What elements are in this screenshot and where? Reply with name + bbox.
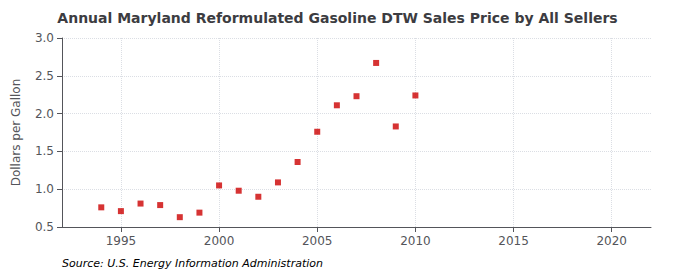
svg-text:2015: 2015 xyxy=(498,234,529,248)
svg-text:0.5: 0.5 xyxy=(35,220,54,234)
svg-text:2000: 2000 xyxy=(204,234,235,248)
svg-text:2.0: 2.0 xyxy=(35,107,54,121)
svg-text:2.5: 2.5 xyxy=(35,69,54,83)
svg-text:1.5: 1.5 xyxy=(35,144,54,158)
svg-text:Dollars per Gallon: Dollars per Gallon xyxy=(9,79,23,187)
svg-text:2020: 2020 xyxy=(596,234,627,248)
svg-text:2005: 2005 xyxy=(302,234,333,248)
svg-text:1995: 1995 xyxy=(106,234,137,248)
svg-text:Annual Maryland Reformulated G: Annual Maryland Reformulated Gasoline DT… xyxy=(57,10,617,26)
svg-text:3.0: 3.0 xyxy=(35,31,54,45)
svg-text:1.0: 1.0 xyxy=(35,182,54,196)
svg-text:Source: U.S. Energy Informatio: Source: U.S. Energy Information Administ… xyxy=(62,257,323,270)
svg-text:2010: 2010 xyxy=(400,234,431,248)
